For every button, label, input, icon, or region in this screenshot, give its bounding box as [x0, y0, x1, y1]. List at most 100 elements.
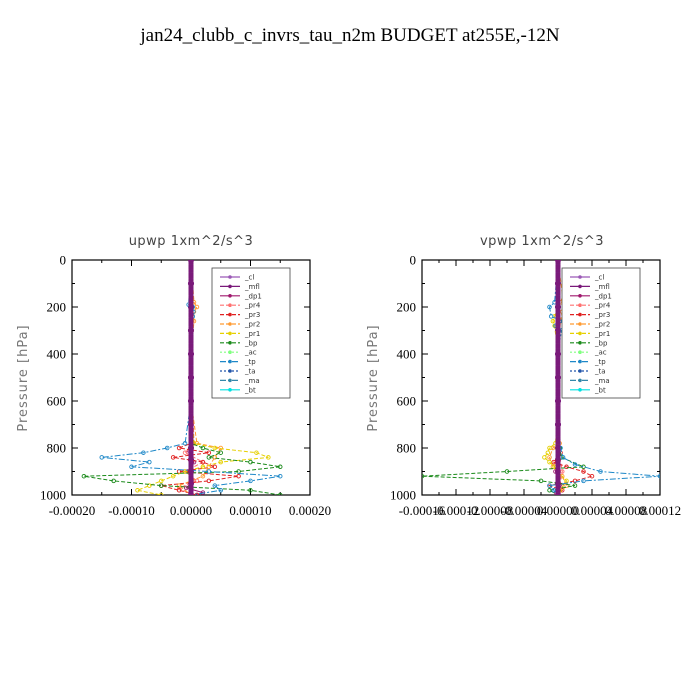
center-trace-marker — [555, 312, 561, 316]
legend-marker — [228, 350, 232, 355]
legend-entry: _tp — [594, 358, 606, 366]
center-trace-marker — [188, 424, 194, 428]
center-trace-marker — [188, 472, 194, 476]
series-point-pr1 — [159, 492, 164, 495]
series-point-tp — [547, 483, 552, 488]
center-trace-marker — [188, 441, 194, 445]
center-trace-marker — [555, 278, 561, 282]
center-trace-marker — [188, 447, 194, 451]
series-point-pr3 — [170, 455, 176, 460]
legend-entry: _bp — [244, 339, 258, 347]
series-point-pr1 — [547, 445, 552, 451]
legend-entry: _bt — [244, 386, 256, 394]
center-trace-marker — [188, 470, 194, 473]
figure-title: jan24_clubb_c_invrs_tau_n2m BUDGET at255… — [139, 25, 559, 46]
center-trace-marker — [188, 374, 194, 378]
center-trace-marker — [555, 272, 561, 276]
center-trace-marker — [555, 396, 561, 400]
center-trace-marker — [188, 450, 194, 454]
center-trace-marker — [188, 438, 194, 442]
legend-entry: _mfl — [594, 283, 610, 291]
series-point-pr1 — [218, 459, 223, 465]
x-tick-label: -0.00010 — [108, 503, 155, 518]
center-trace-marker — [555, 306, 561, 310]
center-trace-marker — [555, 368, 561, 372]
center-trace-marker — [555, 345, 561, 349]
center-trace-marker — [188, 402, 194, 406]
x-tick-label: 0.00012 — [639, 503, 681, 518]
legend-marker — [578, 303, 582, 308]
series-point-pr4 — [194, 478, 200, 484]
series-point-dp1 — [183, 485, 189, 491]
series-point-bp — [422, 473, 425, 479]
center-trace-marker — [555, 297, 561, 301]
series-point-pr3 — [194, 492, 200, 495]
series-point-pr1 — [158, 478, 164, 484]
series-point-pr1 — [212, 445, 218, 451]
center-trace-marker — [188, 297, 194, 301]
center-trace-marker — [188, 486, 194, 490]
center-trace-marker — [555, 382, 561, 386]
center-trace-marker — [188, 436, 194, 440]
center-trace-marker — [555, 450, 561, 454]
legend-entry: _cl — [594, 274, 604, 282]
center-trace-marker — [188, 467, 194, 471]
series-point-pr4 — [182, 450, 188, 455]
series-point-pr1 — [550, 318, 556, 324]
series-point-pr2 — [194, 441, 200, 446]
center-trace-marker — [188, 357, 194, 361]
center-trace-marker — [188, 478, 194, 482]
legend-entry: _tp — [244, 358, 256, 366]
series-point-pr3 — [572, 478, 578, 484]
series-group — [81, 260, 283, 495]
series-point-tp — [218, 488, 223, 493]
center-trace-marker — [188, 260, 194, 262]
series-point-pr2 — [200, 473, 206, 479]
legend-entry: _ta — [244, 368, 256, 376]
series-point-pr3 — [236, 473, 241, 479]
legend-entry: _pr1 — [244, 330, 260, 338]
y-axis-label: Pressure [hPa] — [366, 324, 381, 431]
center-trace-marker — [555, 354, 561, 358]
center-trace-marker — [555, 260, 561, 262]
center-trace-marker — [188, 396, 194, 400]
center-trace-marker — [555, 348, 561, 352]
series-point-tp — [129, 464, 134, 470]
series-point-pr3 — [200, 459, 206, 465]
center-trace-marker — [188, 320, 194, 324]
series-point-pr2 — [564, 483, 569, 488]
legend-marker — [578, 294, 582, 298]
center-trace-marker — [555, 470, 561, 473]
center-trace-marker — [555, 467, 561, 471]
center-trace-marker — [188, 385, 194, 389]
panel-title: upwp 1xm^2/s^3 — [129, 234, 254, 249]
legend-entry: _pr4 — [244, 302, 261, 310]
legend-marker — [228, 331, 232, 336]
center-trace-marker — [555, 360, 561, 364]
center-trace-marker — [555, 362, 561, 366]
center-trace-marker — [188, 399, 194, 403]
center-trace-marker — [555, 357, 561, 361]
series-point-bp — [111, 478, 116, 484]
x-tick-label: -0.00004 — [501, 503, 548, 518]
center-trace-marker — [555, 436, 561, 440]
series-point-tp — [141, 450, 146, 455]
center-trace-marker — [555, 329, 561, 332]
center-trace-marker — [555, 405, 561, 409]
center-trace-marker — [188, 481, 194, 485]
center-trace-marker — [555, 269, 561, 273]
series-point-pr1 — [147, 483, 152, 488]
center-trace-marker — [188, 461, 194, 465]
legend-marker — [228, 284, 232, 289]
series-point-bp — [206, 455, 212, 460]
y-tick-label: 0 — [410, 253, 417, 268]
center-trace-marker — [188, 300, 194, 304]
center-trace-marker — [555, 447, 561, 451]
legend-marker — [228, 294, 232, 298]
center-trace-marker — [188, 329, 194, 332]
series-point-pr3 — [176, 488, 182, 493]
center-trace-marker — [188, 303, 194, 307]
center-trace-marker — [555, 314, 561, 318]
y-tick-label: 600 — [397, 394, 417, 409]
